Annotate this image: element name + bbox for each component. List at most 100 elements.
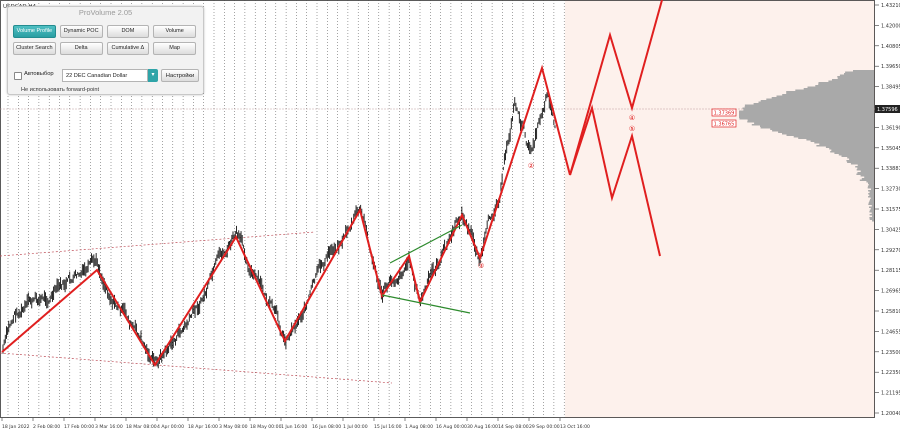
volume-bar xyxy=(855,166,874,168)
volume-bar xyxy=(793,136,874,138)
volume-bar xyxy=(743,109,874,111)
volume-bar xyxy=(742,107,874,109)
volume-bar xyxy=(860,175,874,177)
current-price-tag xyxy=(875,105,900,113)
delta-button[interactable]: Delta xyxy=(59,42,103,55)
volume-bar xyxy=(867,187,874,189)
map-button[interactable]: Map xyxy=(153,42,196,55)
time-tick-label: 4 Apr 00:00 xyxy=(157,424,184,430)
chevron-down-icon[interactable]: ▾ xyxy=(148,69,158,82)
volume-bar xyxy=(847,157,874,159)
time-tick-label: 16 Aug 00:00 xyxy=(436,424,467,430)
volume-bar xyxy=(760,100,874,102)
price-tick-label: 1.22350 xyxy=(881,370,900,376)
volume-bar xyxy=(739,112,874,114)
price-tick-label: 1.32730 xyxy=(881,187,900,193)
time-tick-label: 1 Jul 00:00 xyxy=(343,424,368,430)
volume-bar xyxy=(806,139,874,141)
instrument-select[interactable]: 22 DEC Canadian Dollar xyxy=(62,69,148,82)
volume-bar xyxy=(871,188,874,190)
wave-label: ② xyxy=(528,162,534,170)
autoselect-checkbox[interactable] xyxy=(14,72,22,80)
volume-bar xyxy=(771,97,874,99)
dom-button[interactable]: DOM xyxy=(106,25,150,38)
price-tick-label: 1.24655 xyxy=(881,329,900,335)
volume-bar xyxy=(825,146,874,148)
volume-bar xyxy=(751,124,874,126)
volume-bar xyxy=(807,86,874,88)
volume-bar xyxy=(747,119,874,121)
volume-bar xyxy=(839,74,874,76)
level-tag-label: 1.36765 xyxy=(714,122,735,128)
time-tick-label: 30 Aug 16:00 xyxy=(467,424,498,430)
price-axis: 1.43210 1.42000 1.40805 1.39650 1.38495 1.375… xyxy=(875,3,900,417)
volume-bar xyxy=(872,215,874,217)
volume-bar xyxy=(834,152,874,154)
settings-button[interactable]: Настройки xyxy=(161,69,199,82)
volume-bar xyxy=(847,161,874,163)
time-tick-label: 18 Mar 08:00 xyxy=(126,424,157,430)
volume-profile xyxy=(739,70,874,222)
volume-bar xyxy=(856,173,874,175)
instrument-row: Автовыбор 22 DEC Canadian Dollar ▾ Настр… xyxy=(14,69,199,83)
volume-bar xyxy=(786,91,874,93)
volume-bar xyxy=(857,167,874,169)
price-tick-label: 1.40805 xyxy=(881,44,900,50)
volume-bar xyxy=(869,217,874,219)
volume-bar xyxy=(868,190,874,192)
volume-bar xyxy=(869,200,874,202)
cumulative-delta-button[interactable]: Cumulative Δ xyxy=(106,42,150,55)
zigzag-line xyxy=(1,64,571,367)
price-tick-label: 1.42000 xyxy=(881,23,900,29)
volume-bar xyxy=(744,106,874,108)
volume-bar xyxy=(770,128,874,130)
volume-bar xyxy=(866,181,874,183)
volume-bar xyxy=(869,214,874,216)
time-axis: 18 Jan 2022 2 Feb 08:00 17 Feb 00:00 3 Mar … xyxy=(1,418,590,430)
autoselect-label: Автовыбор xyxy=(24,71,54,77)
volume-bar xyxy=(786,92,874,94)
dynamic-poc-button[interactable]: Dynamic POC xyxy=(59,25,103,38)
volume-bar xyxy=(739,116,874,118)
price-tick-label: 1.36190 xyxy=(881,125,900,131)
price-tick-label: 1.31575 xyxy=(881,207,900,213)
volume-bar xyxy=(845,71,874,73)
time-tick-label: 2 Feb 08:00 xyxy=(33,424,60,430)
volume-bar xyxy=(829,148,874,150)
volume-bar xyxy=(869,191,874,193)
volume-bar xyxy=(832,79,874,81)
current-price-label: 1.37596 xyxy=(877,107,898,113)
cluster-search-button[interactable]: Cluster Search xyxy=(13,42,56,55)
volume-bar xyxy=(870,199,874,201)
time-tick-label: 18 May 00:00 xyxy=(250,424,282,430)
volume-bar xyxy=(747,121,874,123)
wave-label: ③ xyxy=(478,262,484,270)
time-tick-label: 17 Feb 00:00 xyxy=(64,424,94,430)
channel-lower-line xyxy=(0,352,393,384)
volume-bar xyxy=(846,160,874,162)
volume-bar xyxy=(828,80,874,82)
volume-bar xyxy=(818,83,874,85)
level-tag-box xyxy=(711,119,737,128)
volume-bar xyxy=(870,208,874,210)
volume-bar xyxy=(871,212,874,214)
volume-bar xyxy=(857,164,874,166)
volume-bar xyxy=(868,182,874,184)
time-tick-label: 1 Jun 16:00 xyxy=(281,424,307,430)
volume-bar xyxy=(870,197,874,199)
volume-profile-button[interactable]: Volume Profile xyxy=(13,25,56,38)
price-tick-label: 1.25810 xyxy=(881,309,900,315)
volume-bar xyxy=(744,104,874,106)
volume-bar xyxy=(815,85,874,87)
volume-bar xyxy=(739,113,874,115)
time-tick-label: 18 Jan 2022 xyxy=(2,424,30,430)
price-tick-label: 1.30425 xyxy=(881,227,900,233)
volume-bar xyxy=(760,127,874,129)
forecast-line-down xyxy=(569,104,661,257)
volume-bar xyxy=(868,196,874,198)
provolume-panel: ProVolume 2.05 Volume Profile Dynamic PO… xyxy=(7,6,204,95)
volume-bar xyxy=(861,178,874,180)
volume-button[interactable]: Volume xyxy=(153,25,196,38)
triangle-lower-line xyxy=(381,294,471,314)
